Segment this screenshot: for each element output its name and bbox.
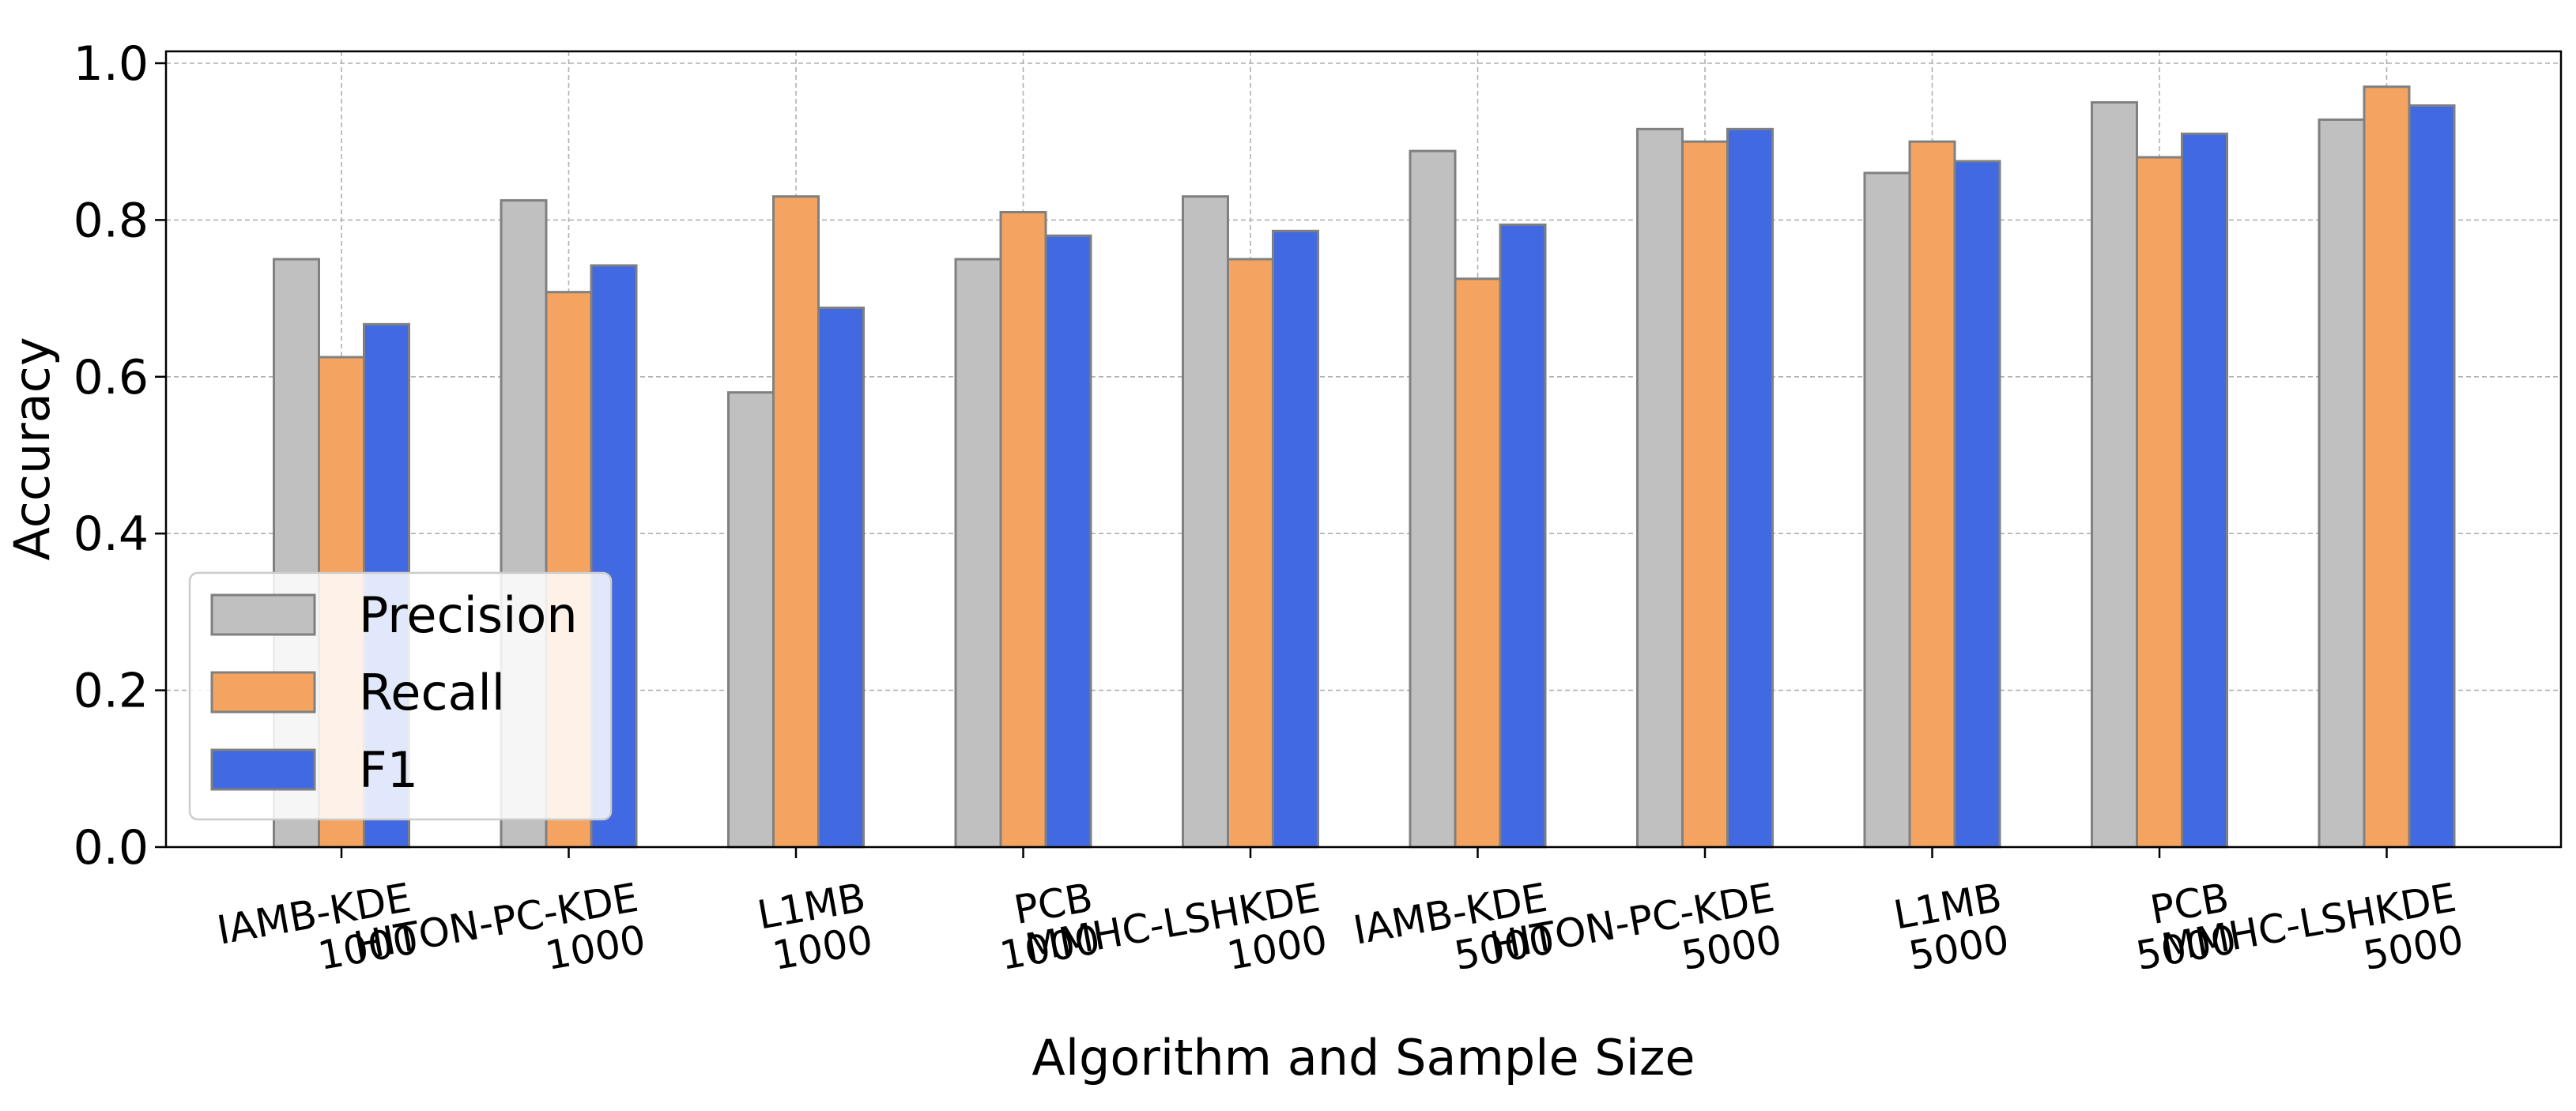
bar-recall xyxy=(2136,156,2183,849)
bar-recall xyxy=(2363,85,2411,849)
y-tick-label: 0.4 xyxy=(74,507,149,562)
bar-f1 xyxy=(1953,160,2001,849)
y-axis-label: Accuracy xyxy=(3,337,61,560)
bar-precision xyxy=(1182,195,1229,849)
y-tick-label: 1.0 xyxy=(74,36,149,92)
bar-recall xyxy=(772,195,820,849)
x-axis-label: Algorithm and Sample Size xyxy=(1032,1029,1695,1087)
legend-swatch xyxy=(210,593,316,636)
legend-swatch xyxy=(210,671,316,714)
y-axis: 0.0 0.2 0.4 0.6 0.8 1.0 xyxy=(74,36,166,876)
plot-frame xyxy=(164,50,2563,849)
bar-recall xyxy=(1227,258,1274,849)
bar-precision xyxy=(727,391,775,849)
bar-f1 xyxy=(1272,229,1319,849)
x-tick-label: L1MB1000 xyxy=(754,875,876,981)
legend-label: Recall xyxy=(359,664,505,721)
legend-swatch xyxy=(210,748,316,791)
bar-precision xyxy=(2318,118,2366,849)
y-tick-label: 0.6 xyxy=(74,350,149,405)
bar-precision xyxy=(954,258,1002,849)
y-tick-label: 0.0 xyxy=(74,820,149,876)
bar-f1 xyxy=(1726,127,1774,849)
bar-f1 xyxy=(1044,234,1092,849)
bar-f1 xyxy=(817,307,865,849)
bar-precision xyxy=(1636,127,1684,849)
bar-f1 xyxy=(2181,132,2228,849)
x-tick-label: HITON-PC-KDE5000 xyxy=(1487,875,1786,1011)
bar-precision xyxy=(1409,149,1457,849)
bar-recall xyxy=(999,210,1047,849)
y-tick-label: 0.2 xyxy=(74,664,149,719)
legend: Precision Recall F1 xyxy=(188,571,613,821)
y-tick-label: 0.8 xyxy=(74,193,149,248)
legend-label: F1 xyxy=(359,741,418,799)
bar-recall xyxy=(1454,277,1502,849)
bar-precision xyxy=(1863,171,1911,849)
bar-recall xyxy=(1681,140,1729,849)
bar-recall xyxy=(1908,140,1956,849)
bar-f1 xyxy=(1499,223,1547,849)
bar-f1 xyxy=(2408,104,2456,849)
bar-precision xyxy=(2091,101,2138,849)
legend-label: Precision xyxy=(359,586,578,644)
